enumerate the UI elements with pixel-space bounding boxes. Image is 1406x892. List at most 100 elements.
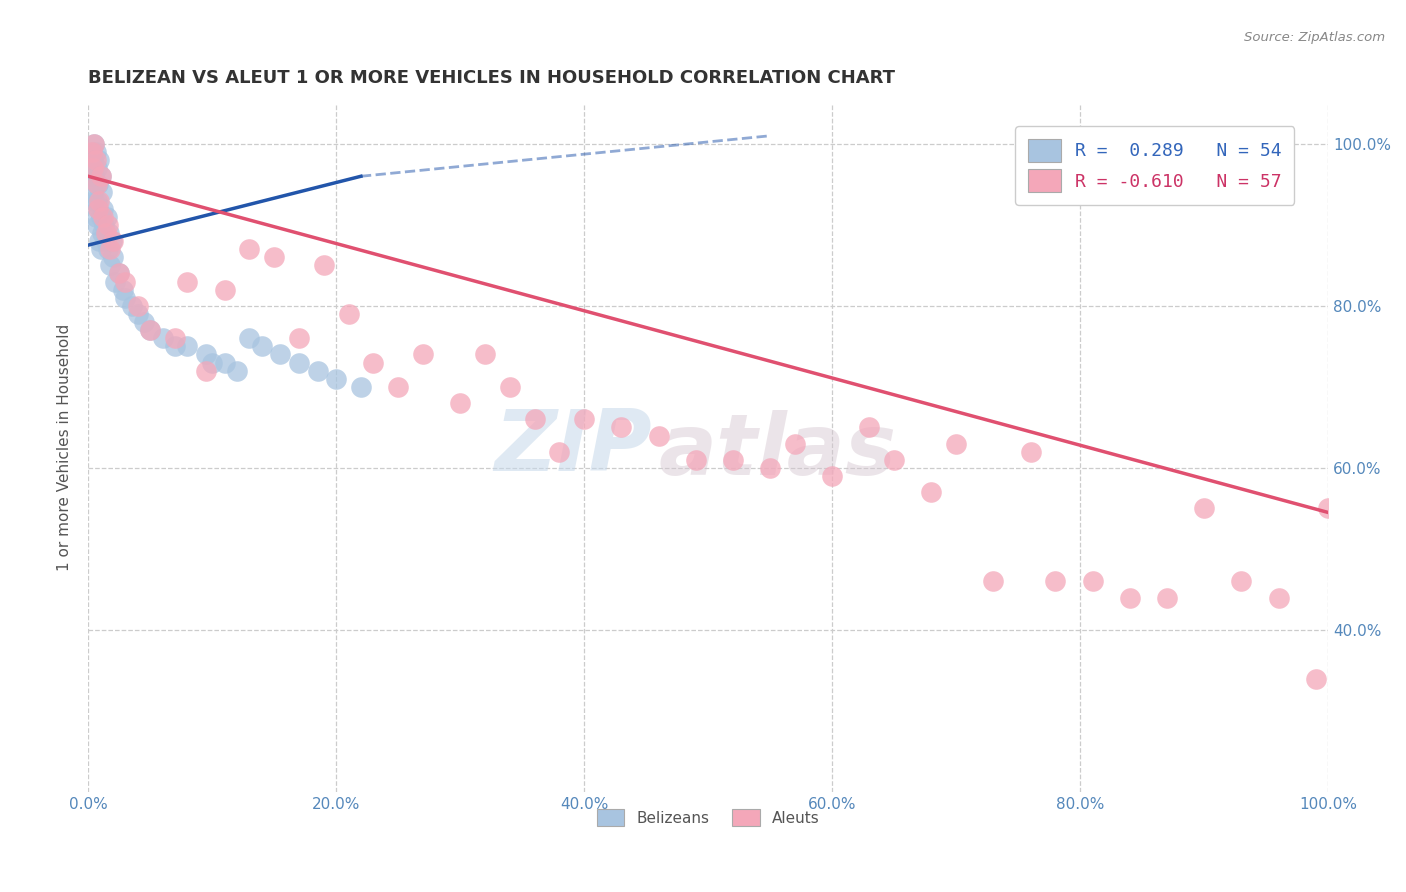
Point: [100, 242, 122, 256]
Point: [263, 250, 285, 264]
Point: [1019, 444, 1042, 458]
Point: [920, 485, 942, 500]
Point: [80, 145, 103, 159]
Point: [114, 275, 136, 289]
Point: [312, 259, 335, 273]
Point: [83, 169, 105, 184]
Point: [97, 218, 120, 232]
Point: [96, 210, 118, 224]
Point: [288, 355, 311, 369]
Point: [176, 275, 198, 289]
Point: [499, 380, 522, 394]
Point: [94, 226, 117, 240]
Point: [82, 161, 104, 176]
Text: Source: ZipAtlas.com: Source: ZipAtlas.com: [1244, 31, 1385, 45]
Point: [139, 323, 162, 337]
Point: [127, 299, 149, 313]
Point: [572, 412, 595, 426]
Point: [1119, 591, 1142, 605]
Point: [288, 331, 311, 345]
Point: [87, 178, 110, 192]
Point: [1267, 591, 1289, 605]
Point: [111, 283, 134, 297]
Point: [100, 234, 122, 248]
Point: [91, 202, 114, 216]
Point: [90, 210, 112, 224]
Point: [250, 339, 273, 353]
Point: [1081, 574, 1104, 589]
Point: [201, 355, 224, 369]
Text: BELIZEAN VS ALEUT 1 OR MORE VEHICLES IN HOUSEHOLD CORRELATION CHART: BELIZEAN VS ALEUT 1 OR MORE VEHICLES IN …: [89, 69, 896, 87]
Point: [94, 234, 117, 248]
Point: [214, 355, 236, 369]
Point: [387, 380, 409, 394]
Point: [132, 315, 155, 329]
Point: [89, 153, 111, 167]
Point: [139, 323, 162, 337]
Point: [307, 364, 329, 378]
Point: [176, 339, 198, 353]
Point: [1317, 501, 1340, 516]
Point: [87, 202, 110, 216]
Point: [685, 452, 707, 467]
Point: [523, 412, 546, 426]
Point: [90, 169, 112, 184]
Text: atlas: atlas: [658, 409, 897, 492]
Point: [610, 420, 633, 434]
Point: [548, 444, 571, 458]
Point: [90, 186, 112, 200]
Point: [104, 275, 127, 289]
Point: [363, 355, 385, 369]
Point: [101, 250, 124, 264]
Point: [90, 169, 112, 184]
Point: [84, 145, 107, 159]
Point: [90, 226, 112, 240]
Point: [90, 242, 112, 256]
Point: [84, 210, 107, 224]
Point: [91, 210, 114, 224]
Point: [86, 161, 108, 176]
Point: [100, 259, 122, 273]
Point: [89, 234, 111, 248]
Point: [101, 234, 124, 248]
Point: [152, 331, 174, 345]
Point: [83, 136, 105, 151]
Point: [86, 178, 108, 192]
Point: [337, 307, 360, 321]
Point: [82, 153, 104, 167]
Point: [759, 461, 782, 475]
Point: [1305, 672, 1327, 686]
Point: [821, 469, 844, 483]
Point: [325, 372, 347, 386]
Point: [647, 428, 669, 442]
Point: [858, 420, 880, 434]
Point: [163, 331, 186, 345]
Point: [412, 347, 434, 361]
Point: [84, 178, 107, 192]
Point: [238, 242, 260, 256]
Point: [86, 218, 108, 232]
Point: [114, 291, 136, 305]
Point: [945, 436, 967, 450]
Point: [98, 226, 121, 240]
Point: [1192, 501, 1215, 516]
Point: [79, 161, 101, 176]
Point: [1045, 574, 1067, 589]
Y-axis label: 1 or more Vehicles in Household: 1 or more Vehicles in Household: [58, 324, 72, 571]
Point: [721, 452, 744, 467]
Point: [194, 364, 217, 378]
Point: [449, 396, 471, 410]
Point: [86, 194, 108, 208]
Point: [87, 202, 110, 216]
Point: [121, 299, 143, 313]
Point: [350, 380, 373, 394]
Point: [1230, 574, 1253, 589]
Point: [783, 436, 806, 450]
Point: [83, 194, 105, 208]
Point: [97, 242, 120, 256]
Point: [214, 283, 236, 297]
Point: [127, 307, 149, 321]
Point: [269, 347, 291, 361]
Point: [93, 218, 115, 232]
Point: [474, 347, 496, 361]
